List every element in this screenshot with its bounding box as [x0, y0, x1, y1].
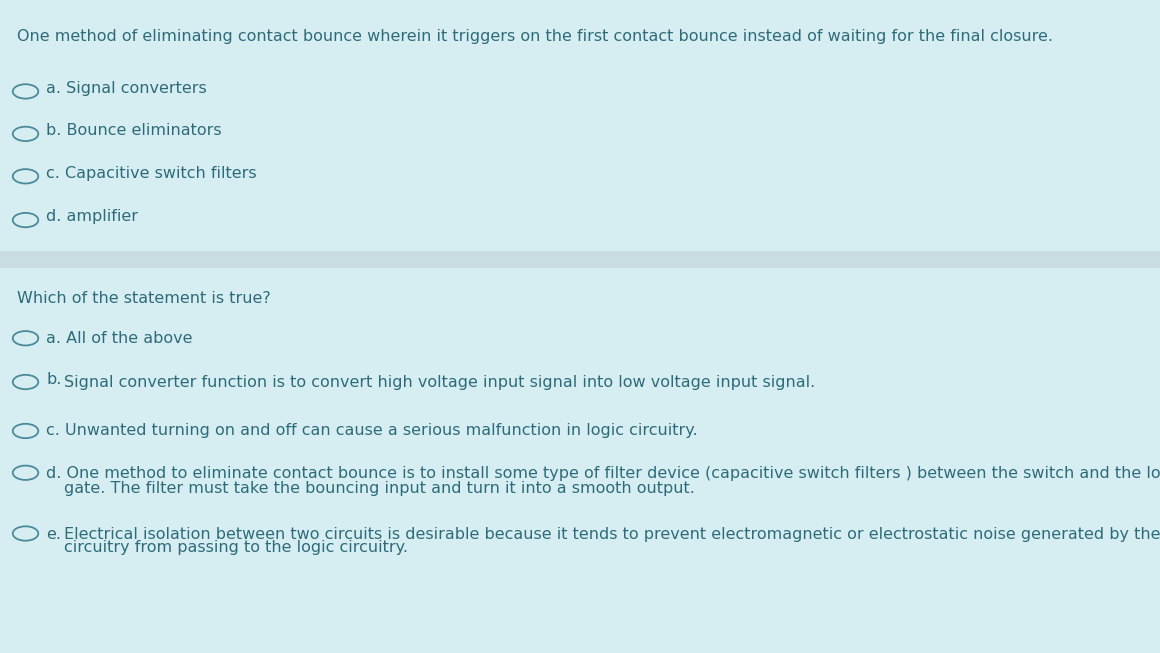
Text: gate. The filter must take the bouncing input and turn it into a smooth output.: gate. The filter must take the bouncing … [64, 481, 695, 496]
Text: Signal converter function is to convert high voltage input signal into low volta: Signal converter function is to convert … [64, 375, 815, 389]
Text: Electrical isolation between two circuits is desirable because it tends to preve: Electrical isolation between two circuit… [64, 527, 1160, 542]
Text: d. One method to eliminate contact bounce is to install some type of filter devi: d. One method to eliminate contact bounc… [46, 466, 1160, 481]
Text: b. Bounce eliminators: b. Bounce eliminators [46, 123, 222, 138]
Text: One method of eliminating contact bounce wherein it triggers on the first contac: One method of eliminating contact bounce… [17, 29, 1053, 44]
Text: d. amplifier: d. amplifier [46, 210, 138, 224]
Text: a. Signal converters: a. Signal converters [46, 81, 208, 95]
Text: e.: e. [46, 527, 61, 542]
Text: circuitry from passing to the logic circuitry.: circuitry from passing to the logic circ… [64, 540, 408, 555]
Text: a. All of the above: a. All of the above [46, 331, 193, 345]
Text: Which of the statement is true?: Which of the statement is true? [17, 291, 271, 306]
Text: b.: b. [46, 372, 61, 387]
Text: c. Unwanted turning on and off can cause a serious malfunction in logic circuitr: c. Unwanted turning on and off can cause… [46, 424, 698, 438]
Bar [0, 251, 1160, 268]
Text: c. Capacitive switch filters: c. Capacitive switch filters [46, 166, 258, 180]
